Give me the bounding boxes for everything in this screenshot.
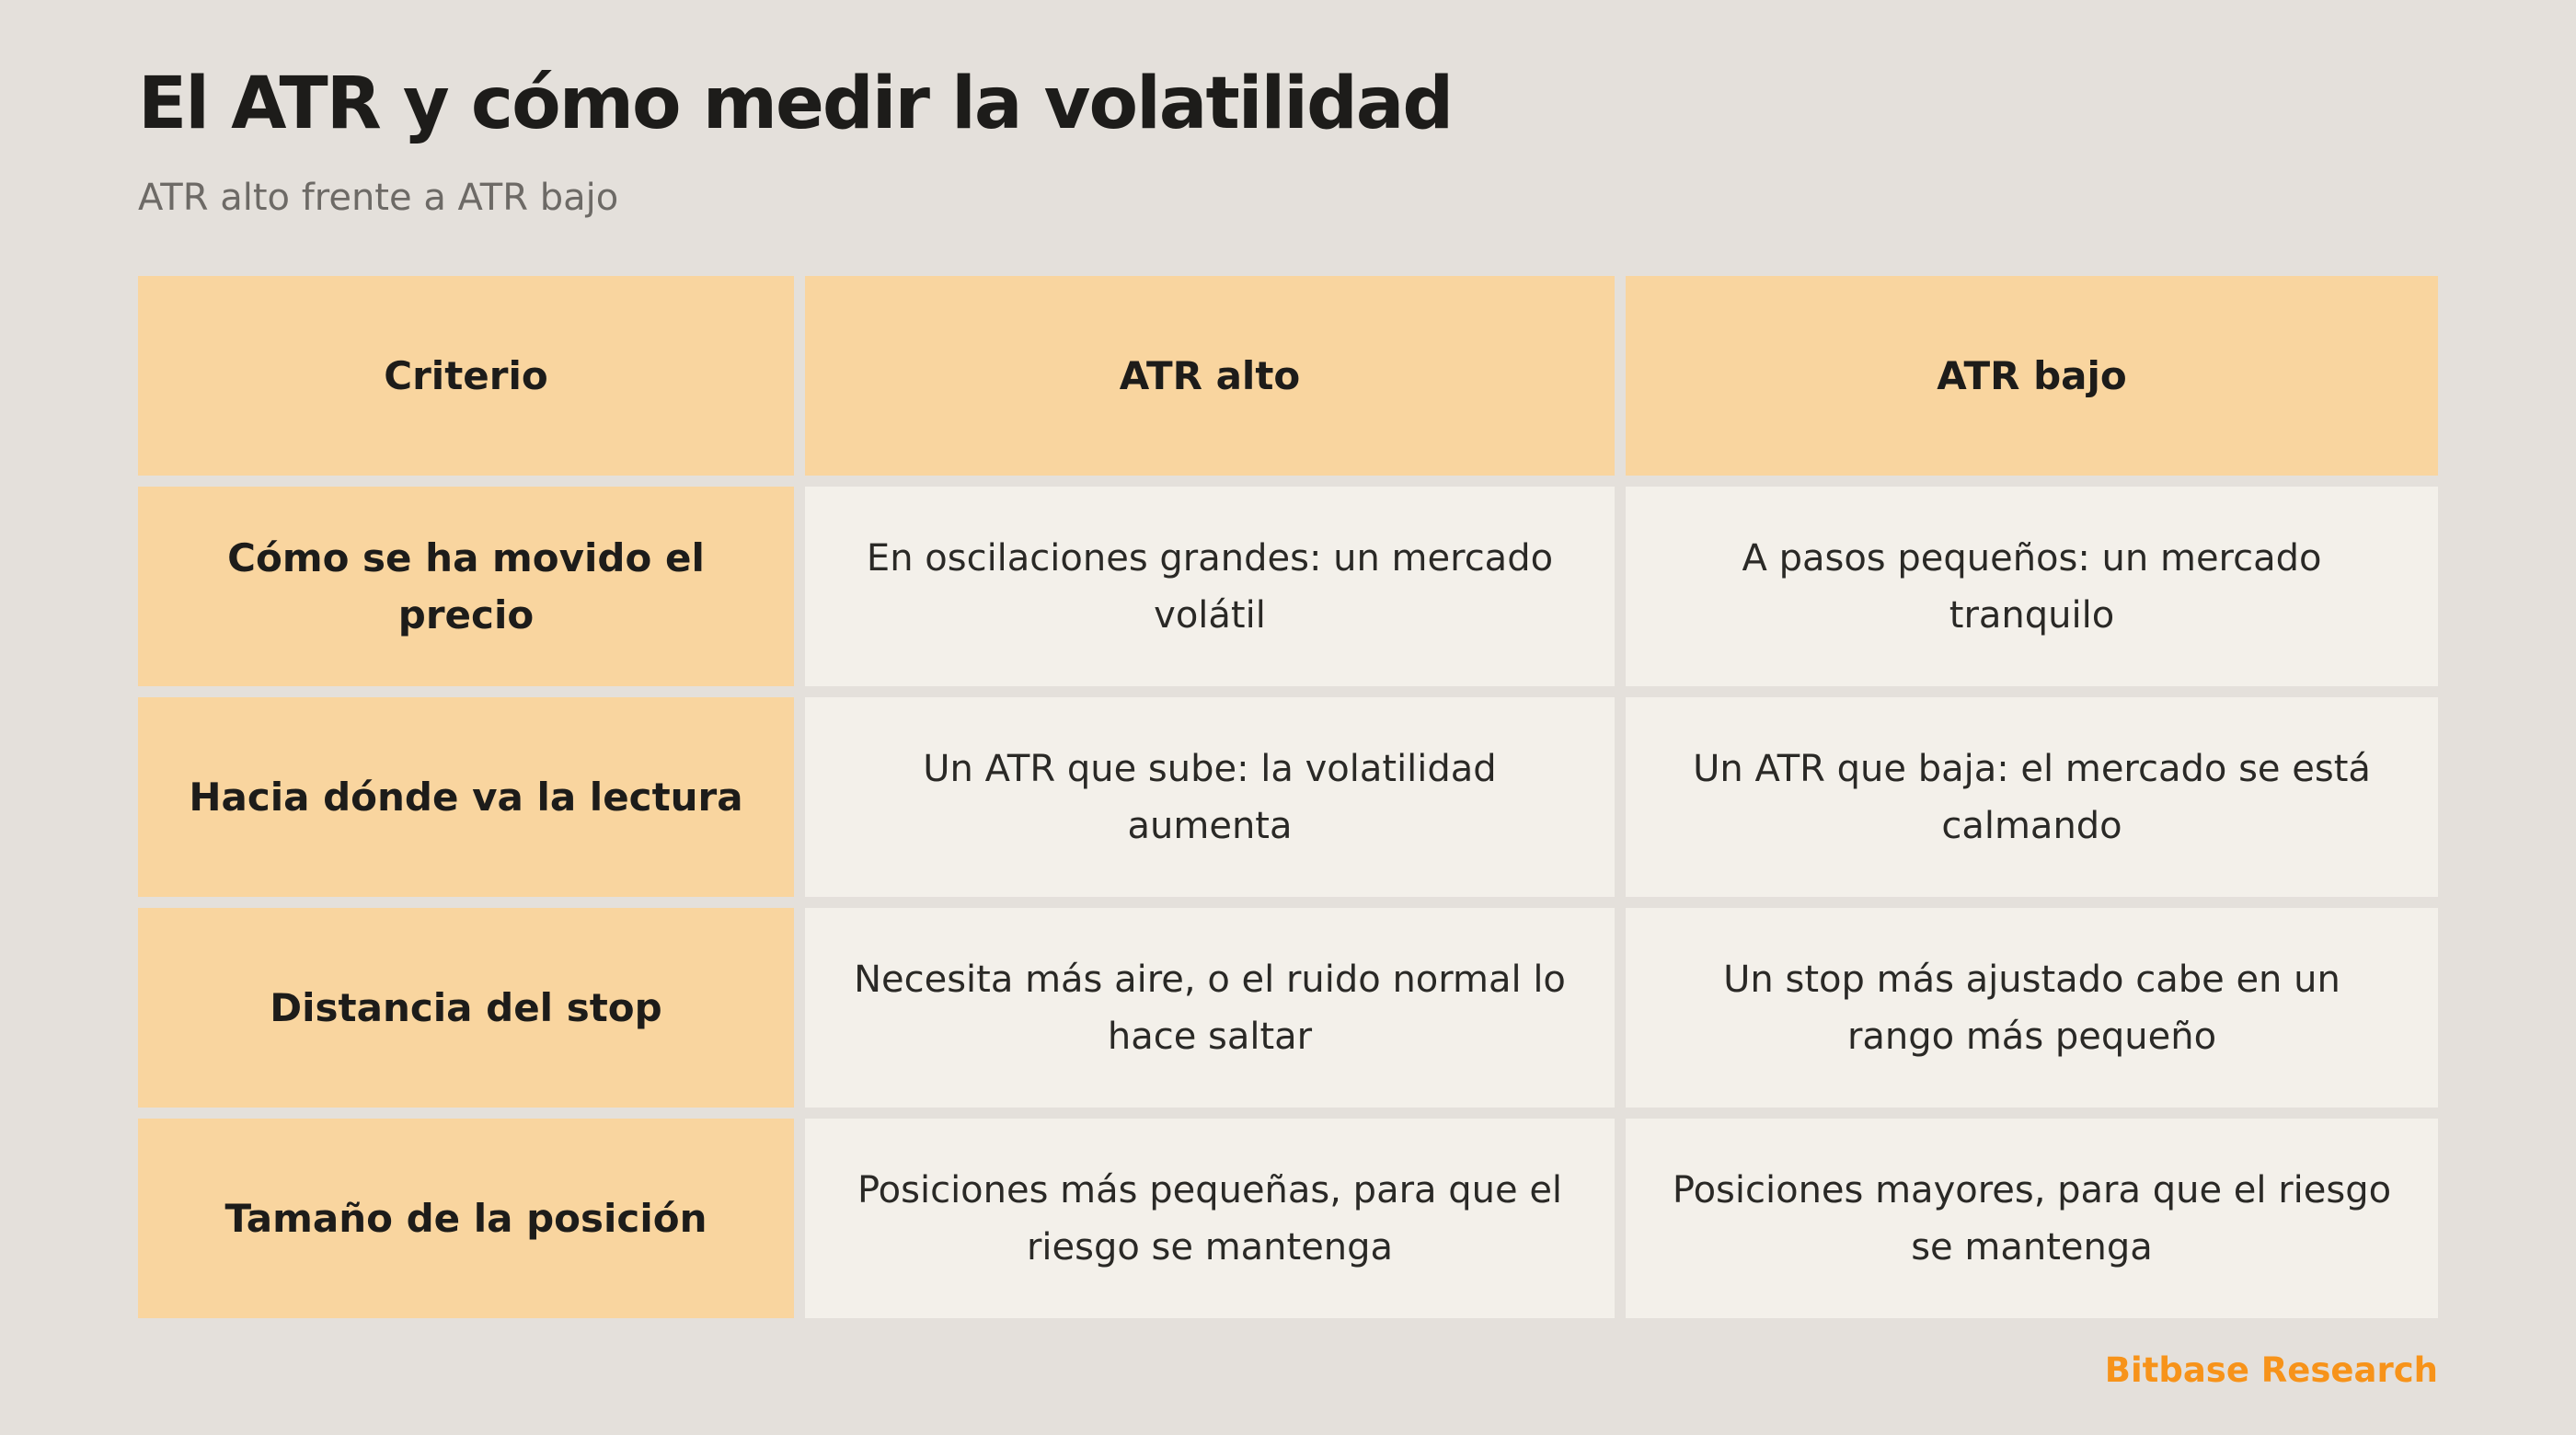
cell-high-atr-stop-distance: Necesita más aire, o el ruido normal lo … <box>805 908 1615 1108</box>
cell-high-atr-price-movement: En oscilaciones grandes: un mercado volá… <box>805 487 1615 686</box>
cell-low-atr-stop-distance: Un stop más ajustado cabe en un rango má… <box>1626 908 2438 1108</box>
cell-low-atr-reading-direction: Un ATR que baja: el mercado se está calm… <box>1626 697 2438 897</box>
brand-label: Bitbase Research <box>2104 1350 2438 1390</box>
row-criterion-stop-distance: Distancia del stop <box>138 908 794 1108</box>
row-criterion-position-size: Tamaño de la posición <box>138 1119 794 1318</box>
cell-low-atr-price-movement: A pasos pequeños: un mercado tranquilo <box>1626 487 2438 686</box>
cell-low-atr-position-size: Posiciones mayores, para que el riesgo s… <box>1626 1119 2438 1318</box>
page-title: El ATR y cómo medir la volatilidad <box>138 63 1454 145</box>
column-header-criterion: Criterio <box>138 276 794 476</box>
cell-high-atr-position-size: Posiciones más pequeñas, para que el rie… <box>805 1119 1615 1318</box>
cell-high-atr-reading-direction: Un ATR que sube: la volatilidad aumenta <box>805 697 1615 897</box>
column-header-low-atr: ATR bajo <box>1626 276 2438 476</box>
row-criterion-price-movement: Cómo se ha movido el precio <box>138 487 794 686</box>
column-header-high-atr: ATR alto <box>805 276 1615 476</box>
row-criterion-reading-direction: Hacia dónde va la lectura <box>138 697 794 897</box>
comparison-table: Criterio ATR alto ATR bajo Cómo se ha mo… <box>138 276 2438 1318</box>
page-subtitle: ATR alto frente a ATR bajo <box>138 177 619 219</box>
